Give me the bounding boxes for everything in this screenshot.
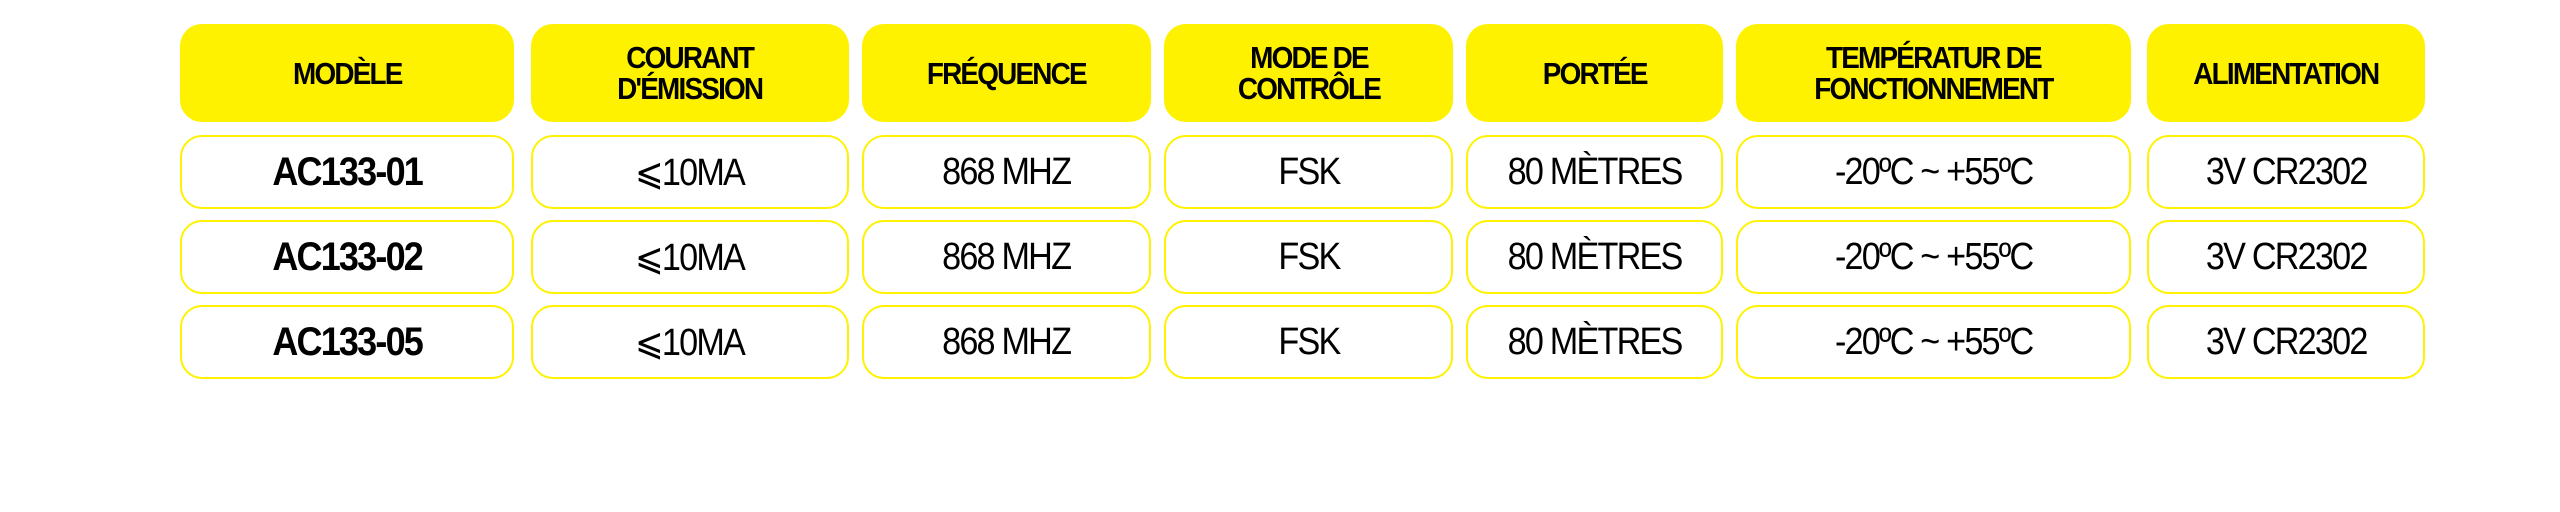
column-header: MODÈLE (180, 24, 514, 122)
table-cell: ⩽10MA (531, 220, 849, 294)
cell-text: 868 MHZ (942, 235, 1072, 278)
cell-text: FRÉQUENCE (927, 55, 1088, 91)
table-cell: 80 MÈTRES (1466, 220, 1723, 294)
cell-text: ⩽10MA (635, 151, 746, 194)
cell-text: FSK (1277, 150, 1341, 193)
column-header: MODE DE CONTRÔLE (1164, 24, 1453, 122)
cell-text: COURANT D'ÉMISSION (617, 40, 764, 106)
cell-text: FSK (1277, 235, 1341, 278)
cell-text: 868 MHZ (942, 320, 1072, 363)
cell-text: AC133-01 (272, 149, 423, 194)
cell-text: PORTÉE (1542, 55, 1649, 91)
table-cell: ⩽10MA (531, 135, 849, 209)
cell-text: 80 MÈTRES (1507, 320, 1684, 363)
table-cell: 3V CR2302 (2147, 135, 2425, 209)
table-cell: AC133-02 (180, 220, 514, 294)
table-cell: -20ºC ~ +55ºC (1736, 305, 2131, 379)
cell-text: 80 MÈTRES (1507, 150, 1684, 193)
cell-text: ALIMENTATION (2193, 55, 2380, 91)
table-cell: FSK (1164, 220, 1453, 294)
cell-text: -20ºC ~ +55ºC (1834, 150, 2034, 193)
table-cell: FSK (1164, 135, 1453, 209)
cell-text: MODE DE CONTRÔLE (1237, 40, 1381, 106)
cell-text: 3V CR2302 (2205, 320, 2368, 363)
cell-text: FSK (1277, 320, 1341, 363)
table-cell: 868 MHZ (862, 305, 1151, 379)
cell-text: -20ºC ~ +55ºC (1834, 235, 2034, 278)
table-cell: 868 MHZ (862, 220, 1151, 294)
cell-text: MODÈLE (292, 55, 403, 91)
column-header: ALIMENTATION (2147, 24, 2425, 122)
cell-text: -20ºC ~ +55ºC (1834, 320, 2034, 363)
cell-text: ⩽10MA (635, 321, 746, 364)
table-cell: 80 MÈTRES (1466, 305, 1723, 379)
column-header: COURANT D'ÉMISSION (531, 24, 849, 122)
cell-text: 868 MHZ (942, 150, 1072, 193)
table-cell: FSK (1164, 305, 1453, 379)
column-header: FRÉQUENCE (862, 24, 1151, 122)
table-cell: 3V CR2302 (2147, 220, 2425, 294)
table-cell: 80 MÈTRES (1466, 135, 1723, 209)
table-cell: -20ºC ~ +55ºC (1736, 220, 2131, 294)
table-cell: 868 MHZ (862, 135, 1151, 209)
cell-text: 80 MÈTRES (1507, 235, 1684, 278)
cell-text: 3V CR2302 (2205, 235, 2368, 278)
table-cell: ⩽10MA (531, 305, 849, 379)
cell-text: AC133-05 (272, 319, 423, 364)
cell-text: TEMPÉRATUR DE FONCTIONNEMENT (1814, 40, 2054, 106)
table-cell: 3V CR2302 (2147, 305, 2425, 379)
table-cell: -20ºC ~ +55ºC (1736, 135, 2131, 209)
column-header: TEMPÉRATUR DE FONCTIONNEMENT (1736, 24, 2131, 122)
cell-text: 3V CR2302 (2205, 150, 2368, 193)
cell-text: AC133-02 (272, 234, 423, 279)
cell-text: ⩽10MA (635, 236, 746, 279)
column-header: PORTÉE (1466, 24, 1723, 122)
table-cell: AC133-01 (180, 135, 514, 209)
table-cell: AC133-05 (180, 305, 514, 379)
